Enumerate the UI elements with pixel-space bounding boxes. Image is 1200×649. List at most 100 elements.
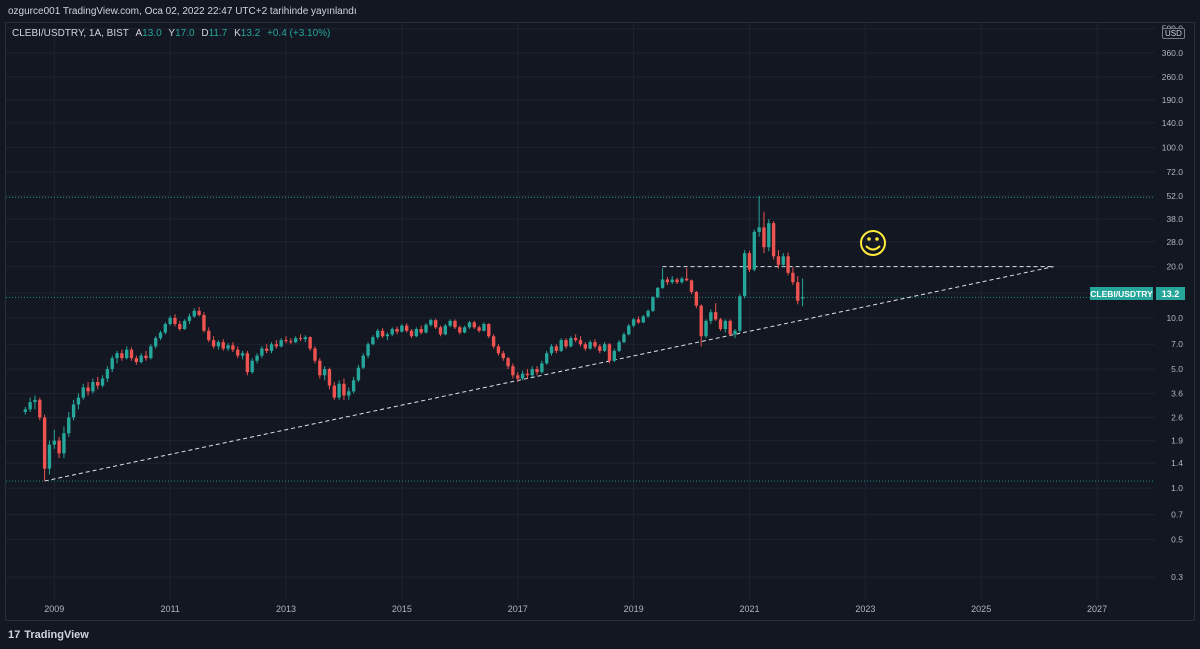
candle bbox=[443, 324, 448, 336]
currency-unit-button[interactable]: USD bbox=[1162, 28, 1185, 39]
candle-body bbox=[791, 272, 795, 283]
candle bbox=[351, 376, 356, 394]
candle-body bbox=[105, 369, 110, 379]
candle bbox=[240, 350, 245, 360]
candle bbox=[28, 397, 32, 412]
candle bbox=[467, 320, 472, 330]
candle bbox=[622, 332, 626, 344]
candle-body bbox=[134, 358, 139, 363]
candle-body bbox=[231, 345, 235, 350]
candle-body bbox=[617, 342, 621, 351]
candle bbox=[487, 323, 491, 339]
candle-body bbox=[602, 344, 607, 351]
time-axis[interactable]: 2009 2011 2013 2015 2017 2019 2021 2023 2025 2027 bbox=[44, 604, 1107, 614]
candle bbox=[120, 349, 124, 361]
candle-body bbox=[713, 312, 718, 320]
candle bbox=[221, 339, 225, 351]
candle bbox=[709, 309, 713, 325]
candle bbox=[506, 356, 510, 370]
candle bbox=[627, 324, 631, 336]
candle-body bbox=[269, 344, 274, 351]
price-tick-label: 260.0 bbox=[1162, 72, 1184, 82]
candle bbox=[472, 320, 476, 330]
candle-body bbox=[680, 278, 684, 283]
candle-body bbox=[202, 314, 206, 331]
candle bbox=[149, 344, 153, 360]
tradingview-logo[interactable]: 17 TradingView bbox=[8, 629, 89, 641]
candle-body bbox=[163, 324, 168, 333]
candle bbox=[250, 358, 254, 374]
candle-body bbox=[685, 278, 689, 281]
candle-body bbox=[636, 319, 641, 323]
logo-text: TradingView bbox=[24, 629, 89, 641]
candle bbox=[718, 317, 723, 331]
candle-body bbox=[115, 353, 119, 359]
candle-body bbox=[694, 291, 699, 306]
candle-body bbox=[380, 330, 385, 337]
candle-body bbox=[646, 310, 650, 317]
candle bbox=[680, 276, 684, 284]
candle-body bbox=[100, 378, 105, 386]
time-tick-label: 2019 bbox=[624, 604, 644, 614]
price-axis[interactable]: 0.30.50.71.01.41.92.63.65.07.010.014.020… bbox=[1162, 24, 1184, 582]
candle bbox=[236, 346, 240, 359]
candle bbox=[791, 267, 795, 285]
candle-body bbox=[549, 346, 554, 354]
candle-body bbox=[279, 340, 283, 347]
price-tag-value: 13.2 bbox=[1162, 289, 1180, 299]
price-tick-label: 140.0 bbox=[1162, 118, 1184, 128]
candle-body bbox=[240, 353, 245, 356]
candle-body bbox=[487, 324, 491, 337]
candle bbox=[598, 344, 602, 354]
candle-body bbox=[776, 256, 781, 265]
price-tick-label: 38.0 bbox=[1166, 214, 1183, 224]
legend-open-label: A bbox=[135, 28, 143, 39]
candle bbox=[110, 355, 114, 373]
candle bbox=[96, 376, 100, 390]
candle-body bbox=[467, 322, 472, 328]
price-tick-label: 3.6 bbox=[1171, 388, 1183, 398]
candle bbox=[52, 429, 56, 449]
candle bbox=[713, 303, 718, 321]
candle bbox=[771, 221, 776, 260]
candle-body bbox=[293, 338, 298, 343]
candle-body bbox=[255, 355, 259, 361]
candle bbox=[588, 340, 592, 350]
candle bbox=[308, 336, 312, 351]
candle-body bbox=[511, 366, 515, 376]
candle bbox=[525, 369, 530, 379]
candle-body bbox=[265, 348, 269, 351]
candle bbox=[458, 325, 462, 335]
candle-body bbox=[540, 363, 544, 373]
candle bbox=[284, 336, 288, 344]
candle-body bbox=[158, 332, 163, 339]
candle-body bbox=[351, 380, 356, 392]
candle-body bbox=[771, 223, 776, 257]
time-tick-label: 2021 bbox=[739, 604, 759, 614]
candle-body bbox=[28, 402, 32, 410]
candle bbox=[747, 250, 752, 272]
price-tick-label: 0.5 bbox=[1171, 534, 1183, 544]
candle-body bbox=[622, 334, 626, 343]
candle-body bbox=[506, 358, 510, 367]
candle bbox=[62, 426, 66, 459]
candle-body bbox=[144, 355, 148, 359]
candle bbox=[573, 334, 578, 343]
symbol-legend[interactable]: CLEBI/USDTRY, 1A, BIST A13.0 Y17.0 D11.7… bbox=[12, 28, 330, 39]
candle-body bbox=[641, 316, 645, 323]
price-tick-label: 100.0 bbox=[1162, 143, 1184, 153]
candle bbox=[76, 393, 81, 410]
candle-body bbox=[559, 340, 563, 351]
publish-header: ozgurce001 TradingView.com, Oca 02, 2022… bbox=[0, 0, 1200, 22]
candle-body bbox=[496, 346, 501, 354]
candle bbox=[182, 319, 187, 330]
candle-body bbox=[313, 348, 317, 361]
candle bbox=[651, 296, 655, 313]
candle-body bbox=[742, 253, 747, 297]
candle bbox=[733, 329, 737, 339]
candle bbox=[168, 315, 172, 326]
candle bbox=[520, 370, 525, 381]
candle-body bbox=[187, 316, 192, 321]
candle bbox=[274, 340, 279, 349]
